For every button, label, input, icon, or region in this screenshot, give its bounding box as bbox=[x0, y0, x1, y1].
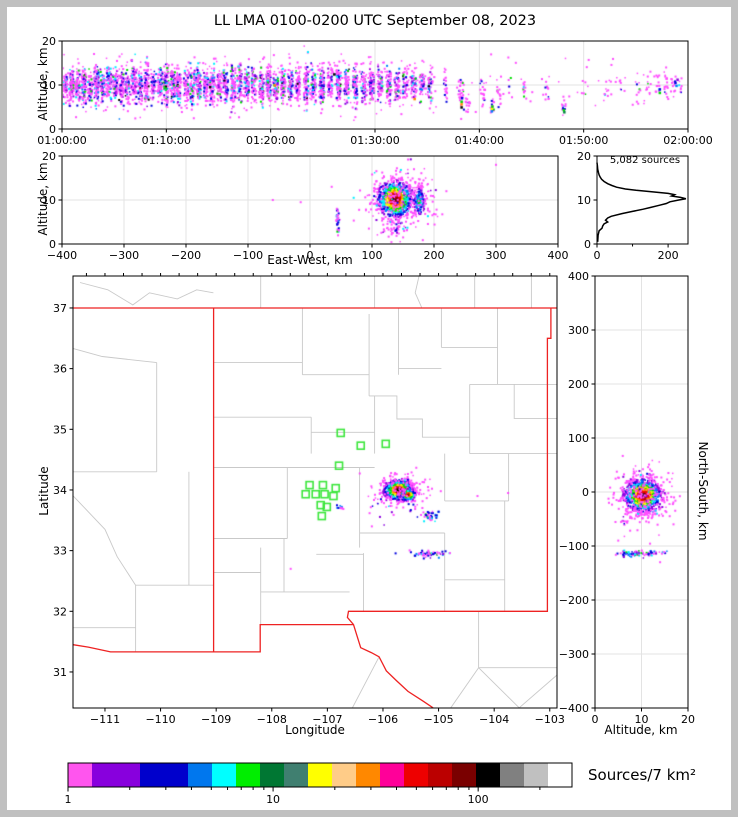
ns-panel-ylabel: North-South, km bbox=[696, 441, 710, 541]
map-ylabel: Latitude bbox=[37, 466, 51, 516]
histogram-source-count: 5,082 sources bbox=[609, 155, 681, 166]
map-xlabel: Longitude bbox=[285, 723, 345, 737]
ns-panel-xlabel: Altitude, km bbox=[604, 723, 678, 737]
ew-panel-xlabel: East-West, km bbox=[267, 253, 353, 267]
colorbar-label: Sources/7 km² bbox=[588, 766, 697, 784]
ew-panel-ylabel: Altitude, km bbox=[36, 162, 50, 236]
figure-title: LL LMA 0100-0200 UTC September 08, 2023 bbox=[213, 13, 537, 29]
